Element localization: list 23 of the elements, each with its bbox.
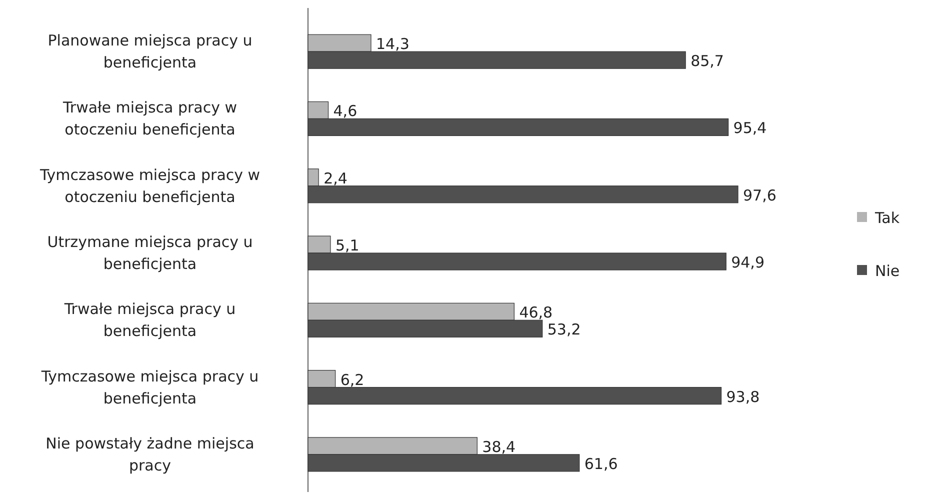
data-label: 95,4: [733, 119, 767, 138]
data-label: 5,1: [335, 236, 360, 254]
y-tick-label: Tymczasowe miejsca pracy w otoczeniu beneficjenta: [38, 166, 260, 206]
data-label: 61,6: [584, 454, 618, 473]
data-label: 6,2: [340, 370, 364, 389]
legend-label: Tak: [874, 209, 900, 227]
data-label: 53,2: [547, 320, 581, 339]
data-label: 93,8: [726, 388, 760, 406]
legend-label: Nie: [875, 262, 900, 280]
data-label: 14,3: [376, 35, 410, 54]
y-tick-label: Trwałe miejsca pracy u beneficjenta: [63, 300, 236, 340]
data-label: 97,6: [743, 186, 776, 204]
y-tick-label: Planowane miejsca pracy u beneficjenta: [48, 32, 252, 72]
y-tick-label: Nie powstały żadne miejsca pracy: [46, 434, 254, 474]
y-tick-label: Trwałe miejsca pracy w otoczeniu beneficjenta: [62, 98, 238, 139]
data-label: 2,4: [324, 169, 348, 188]
data-label: 38,4: [482, 438, 516, 456]
data-label: 46,8: [519, 304, 553, 322]
data-label: 4,6: [333, 102, 358, 120]
y-tick-label: Tymczasowe miejsca pracy u beneficjenta: [40, 367, 259, 408]
data-label: 94,9: [731, 254, 765, 272]
y-tick-label: Utrzymane miejsca pracy u beneficjenta: [47, 233, 253, 273]
data-label: 85,7: [690, 52, 724, 70]
